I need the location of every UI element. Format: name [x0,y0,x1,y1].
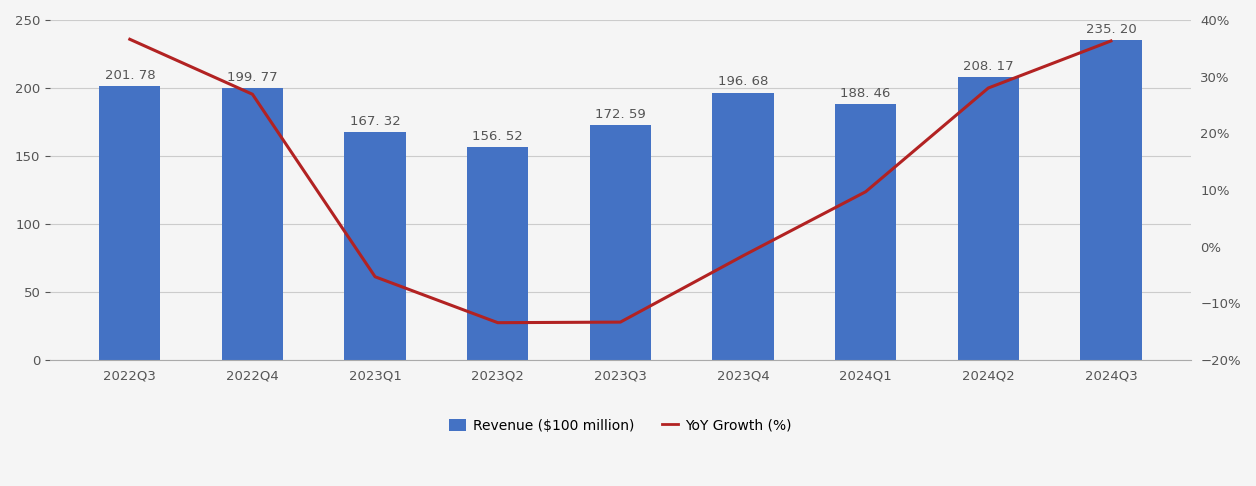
Text: 208. 17: 208. 17 [963,60,1014,73]
YoY Growth (%) [613,319,628,325]
Text: 235. 20: 235. 20 [1085,23,1137,36]
Line: YoY Growth (%): YoY Growth (%) [129,39,1112,323]
Bar [590,125,651,360]
YoY Growth (%) [122,36,137,42]
YoY Growth (%) [736,253,751,259]
Bar [957,77,1019,360]
Bar [99,86,161,360]
Bar [467,147,529,360]
Text: 196. 68: 196. 68 [718,75,769,88]
Bar [1080,40,1142,360]
YoY Growth (%) [490,320,505,326]
YoY Growth (%) [981,85,996,91]
YoY Growth (%) [858,189,873,195]
Bar [712,92,774,360]
Text: 188. 46: 188. 46 [840,87,891,100]
Bar [222,88,283,360]
Text: 172. 59: 172. 59 [595,108,646,121]
Text: 167. 32: 167. 32 [349,115,401,128]
Legend: Revenue ($100 million), YoY Growth (%): Revenue ($100 million), YoY Growth (%) [443,413,798,438]
Bar [344,133,406,360]
Text: 201. 78: 201. 78 [104,69,156,82]
Text: 199. 77: 199. 77 [227,71,278,84]
Text: 156. 52: 156. 52 [472,130,522,143]
YoY Growth (%) [1104,38,1119,44]
YoY Growth (%) [245,91,260,97]
YoY Growth (%) [368,274,383,279]
Bar [835,104,897,360]
